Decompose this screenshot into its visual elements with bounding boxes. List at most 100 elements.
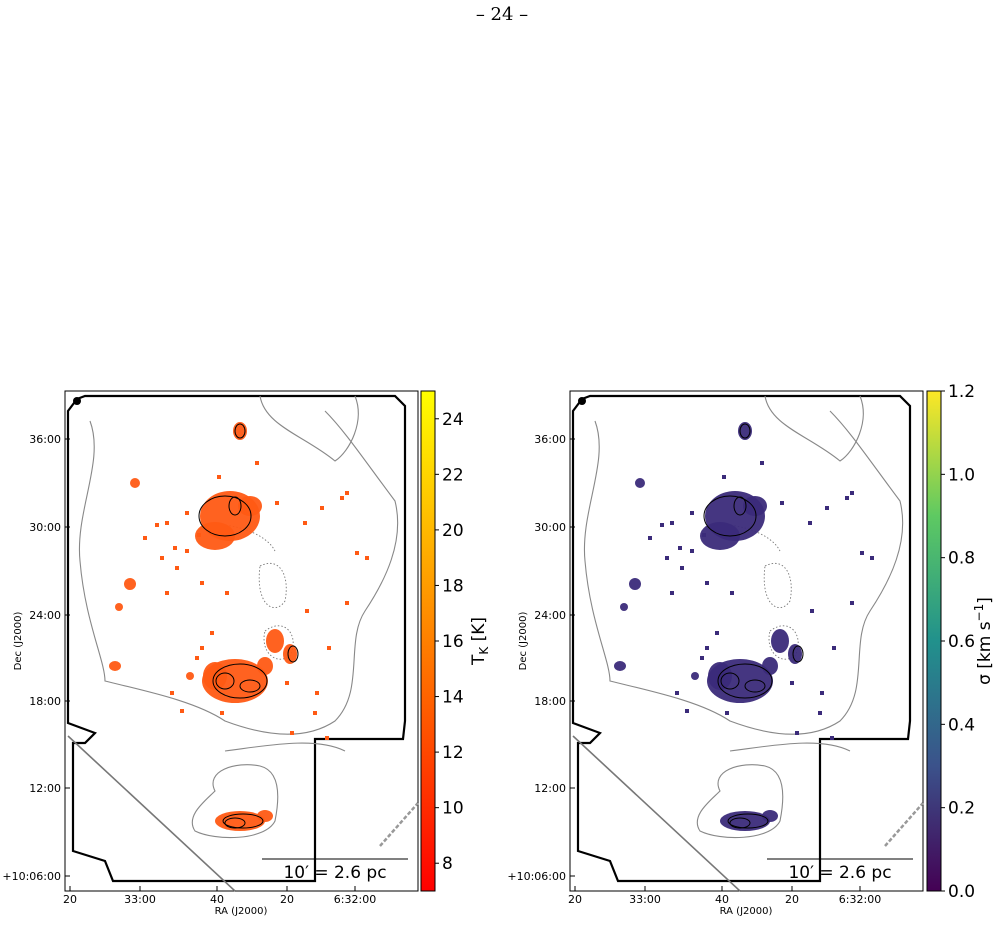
emission-pixel bbox=[173, 546, 177, 550]
x-tick-label: 6:32:00 bbox=[839, 893, 881, 906]
map-frame bbox=[64, 390, 419, 892]
x-tick-label: 33:00 bbox=[629, 893, 661, 906]
emission-pixel bbox=[345, 491, 349, 495]
y-tick-label: 18:00 bbox=[534, 695, 566, 708]
intensity-contour bbox=[727, 813, 769, 829]
emission-pixel bbox=[790, 681, 794, 685]
emission-pixel bbox=[365, 556, 369, 560]
emission-pixel bbox=[670, 591, 674, 595]
x-tick-label: 33:00 bbox=[124, 893, 156, 906]
emission-clump bbox=[283, 644, 297, 664]
emission-pixel bbox=[705, 581, 709, 585]
emission-pixel bbox=[850, 601, 854, 605]
emission-pixel bbox=[160, 556, 164, 560]
intensity-contour bbox=[703, 495, 757, 537]
emission-pixel bbox=[210, 631, 214, 635]
panel-dispersion: 10′ = 2.6 pc 20 33:00 40 20 6:32:00 36:00 30:00… bbox=[507, 382, 995, 917]
emission-pixel bbox=[725, 711, 729, 715]
diagonal-line bbox=[572, 735, 741, 892]
emission-pixel bbox=[678, 546, 682, 550]
emission-pixel bbox=[690, 511, 694, 515]
intensity-contour-inner bbox=[228, 496, 242, 516]
emission-pixel bbox=[665, 556, 669, 560]
map-frame bbox=[569, 390, 924, 892]
emission-clump bbox=[708, 662, 732, 690]
emission-clump bbox=[635, 478, 645, 488]
emission-clump bbox=[743, 496, 767, 516]
emission-pixel bbox=[860, 551, 864, 555]
emission-pixel bbox=[730, 591, 734, 595]
emission-pixel bbox=[285, 681, 289, 685]
column-density-contour-south bbox=[191, 764, 279, 839]
colorbar bbox=[926, 390, 942, 892]
x-tick-label: 20 bbox=[63, 893, 77, 906]
emission-clump bbox=[257, 810, 273, 822]
intensity-contour bbox=[212, 663, 268, 699]
intensity-contour bbox=[792, 645, 804, 663]
emission-pixel bbox=[700, 656, 704, 660]
colorbar-title: σ [km s−1] bbox=[972, 597, 995, 685]
emission-pixel bbox=[185, 549, 189, 553]
emission-pixel bbox=[670, 521, 674, 525]
emission-pixel bbox=[825, 506, 829, 510]
emission-clump bbox=[186, 672, 194, 680]
emission-pixel bbox=[760, 461, 764, 465]
emission-pixel bbox=[680, 566, 684, 570]
emission-pixel bbox=[818, 711, 822, 715]
scale-bar-label: 10′ = 2.6 pc bbox=[283, 863, 386, 883]
emission-clump bbox=[614, 661, 626, 671]
corner-marker bbox=[578, 397, 586, 405]
intensity-contour bbox=[222, 813, 264, 829]
intensity-contour bbox=[287, 645, 299, 663]
column-density-contour-north bbox=[259, 395, 359, 462]
emission-pixel bbox=[175, 566, 179, 570]
emission-pixel bbox=[305, 609, 309, 613]
x-tick-label: 6:32:00 bbox=[334, 893, 376, 906]
emission-pixel bbox=[690, 549, 694, 553]
emission-pixel bbox=[870, 556, 874, 560]
emission-clump bbox=[203, 662, 227, 690]
emission-pixel bbox=[197, 533, 201, 537]
emission-pixel bbox=[722, 475, 726, 479]
colorbar-tick-label: 1.0 bbox=[948, 465, 975, 485]
emission-clump bbox=[238, 496, 262, 516]
emission-pixel bbox=[850, 491, 854, 495]
colorbar bbox=[420, 390, 436, 892]
y-tick-label: 12:00 bbox=[534, 782, 566, 795]
edge-hatch bbox=[379, 802, 419, 847]
y-axis-title: Dec (J2000) bbox=[13, 612, 24, 671]
emission-pixel bbox=[315, 691, 319, 695]
colorbar-tick-label: 0.2 bbox=[948, 799, 975, 819]
colorbar-tick-label: 16 bbox=[442, 632, 464, 652]
emission-pixel bbox=[313, 711, 317, 715]
edge-hatch bbox=[884, 802, 924, 847]
y-tick-label: 36:00 bbox=[534, 433, 566, 446]
y-tick-label: 12:00 bbox=[29, 782, 61, 795]
intensity-contour-inner bbox=[215, 672, 235, 690]
x-tick-label: 40 bbox=[715, 893, 729, 906]
x-tick-label: 20 bbox=[280, 893, 294, 906]
dotted-contour-2 bbox=[763, 563, 792, 608]
emission-pixel bbox=[143, 536, 147, 540]
emission-pixel bbox=[165, 521, 169, 525]
column-density-contour bbox=[78, 410, 399, 735]
emission-pixel bbox=[303, 521, 307, 525]
emission-pixel bbox=[290, 731, 294, 735]
colorbar-tick-label: 8 bbox=[442, 854, 453, 874]
dotted-contour-2 bbox=[258, 563, 287, 608]
x-axis-title: RA (J2000) bbox=[215, 906, 268, 917]
emission-clump bbox=[620, 603, 628, 611]
intensity-contour bbox=[717, 663, 773, 699]
intensity-contour-inner bbox=[720, 672, 740, 690]
emission-pixel bbox=[275, 501, 279, 505]
emission-pixel bbox=[705, 646, 709, 650]
colorbar-tick-label: 22 bbox=[442, 465, 464, 485]
y-tick-label: 36:00 bbox=[29, 433, 61, 446]
colorbar-tick-label: 10 bbox=[442, 799, 464, 819]
panel-temperature: 10′ = 2.6 pc 20 33:00 40 20 6:32:00 36:00 30:00… bbox=[2, 390, 491, 917]
emission-pixel bbox=[255, 461, 259, 465]
colorbar-tick-label: 0.0 bbox=[948, 882, 975, 902]
emission-pixel bbox=[217, 475, 221, 479]
emission-pixel bbox=[220, 711, 224, 715]
